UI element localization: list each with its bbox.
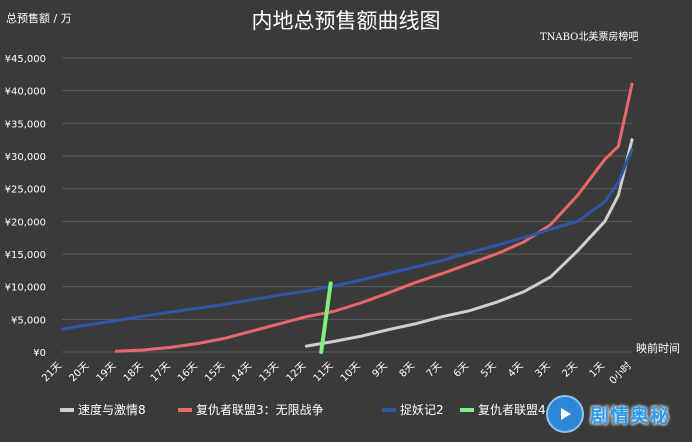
x-tick-label: 9天	[370, 360, 389, 379]
watermark: TNABO北美票房榜吧	[540, 30, 638, 43]
x-tick-label: 17天	[149, 360, 173, 384]
x-tick-label: 15天	[203, 360, 227, 384]
legend-label: 复仇者联盟4	[478, 403, 546, 417]
y-tick-label: ¥15,000	[5, 250, 46, 261]
x-tick-label: 19天	[95, 360, 119, 384]
x-tick-label: 21天	[40, 360, 64, 384]
brand-badge: 剧情奥秘	[546, 392, 686, 436]
x-tick-label: 1天	[588, 360, 607, 379]
series-line-1	[114, 82, 634, 353]
x-tick-label: 11天	[312, 360, 336, 384]
x-tick-label: 0小时	[607, 360, 634, 387]
series-line-2	[60, 148, 634, 331]
series-line-3	[319, 281, 333, 354]
x-tick-label: 4天	[506, 360, 525, 379]
x-tick-label: 8天	[398, 360, 417, 379]
series-layer	[60, 82, 634, 354]
y-tick-label: ¥35,000	[5, 119, 46, 130]
x-axis-label: 映前时间	[636, 341, 680, 355]
chart-title: 内地总预售额曲线图	[252, 9, 441, 33]
legend-label: 捉妖记2	[400, 402, 444, 417]
play-icon	[546, 395, 584, 433]
x-tick-label: 20天	[67, 360, 91, 384]
y-tick-label: ¥10,000	[5, 283, 46, 294]
y-tick-label: ¥45,000	[5, 54, 46, 65]
y-axis-label: 总预售额 / 万	[6, 11, 72, 25]
x-tick-label: 6天	[452, 360, 471, 379]
legend-label: 复仇者联盟3：无限战争	[196, 403, 324, 417]
x-tick-label: 5天	[479, 360, 498, 379]
y-tick-label: ¥0	[33, 348, 46, 359]
legend-label: 速度与激情8	[78, 402, 146, 417]
x-tick-label: 10天	[339, 360, 363, 384]
y-tick-label: ¥40,000	[5, 87, 46, 98]
x-tick-label: 2天	[560, 360, 579, 379]
legend: 速度与激情8 复仇者联盟3：无限战争 捉妖记2 复仇者联盟4	[60, 402, 546, 417]
x-tick-label: 18天	[122, 360, 146, 384]
grid	[62, 57, 632, 353]
y-tick-label: ¥25,000	[5, 185, 46, 196]
x-axis-ticks: 21天 20天 19天 18天 17天 16天 15天 14天 13天 12天 11天 10天 9天 8天…	[40, 360, 634, 387]
x-tick-label: 13天	[257, 360, 281, 384]
x-tick-label: 12天	[285, 360, 309, 384]
badge-label: 剧情奥秘	[590, 404, 671, 427]
x-tick-label: 3天	[533, 360, 552, 379]
y-tick-label: ¥30,000	[5, 152, 46, 163]
y-tick-label: ¥5,000	[11, 315, 46, 326]
x-tick-label: 14天	[230, 360, 254, 384]
y-tick-label: ¥20,000	[5, 217, 46, 228]
x-tick-label: 16天	[176, 360, 200, 384]
y-axis-ticks: ¥0 ¥5,000 ¥10,000 ¥15,000 ¥20,000 ¥25,000 ¥30,…	[5, 54, 46, 359]
series-line-0	[304, 138, 634, 348]
x-tick-label: 7天	[425, 360, 444, 379]
